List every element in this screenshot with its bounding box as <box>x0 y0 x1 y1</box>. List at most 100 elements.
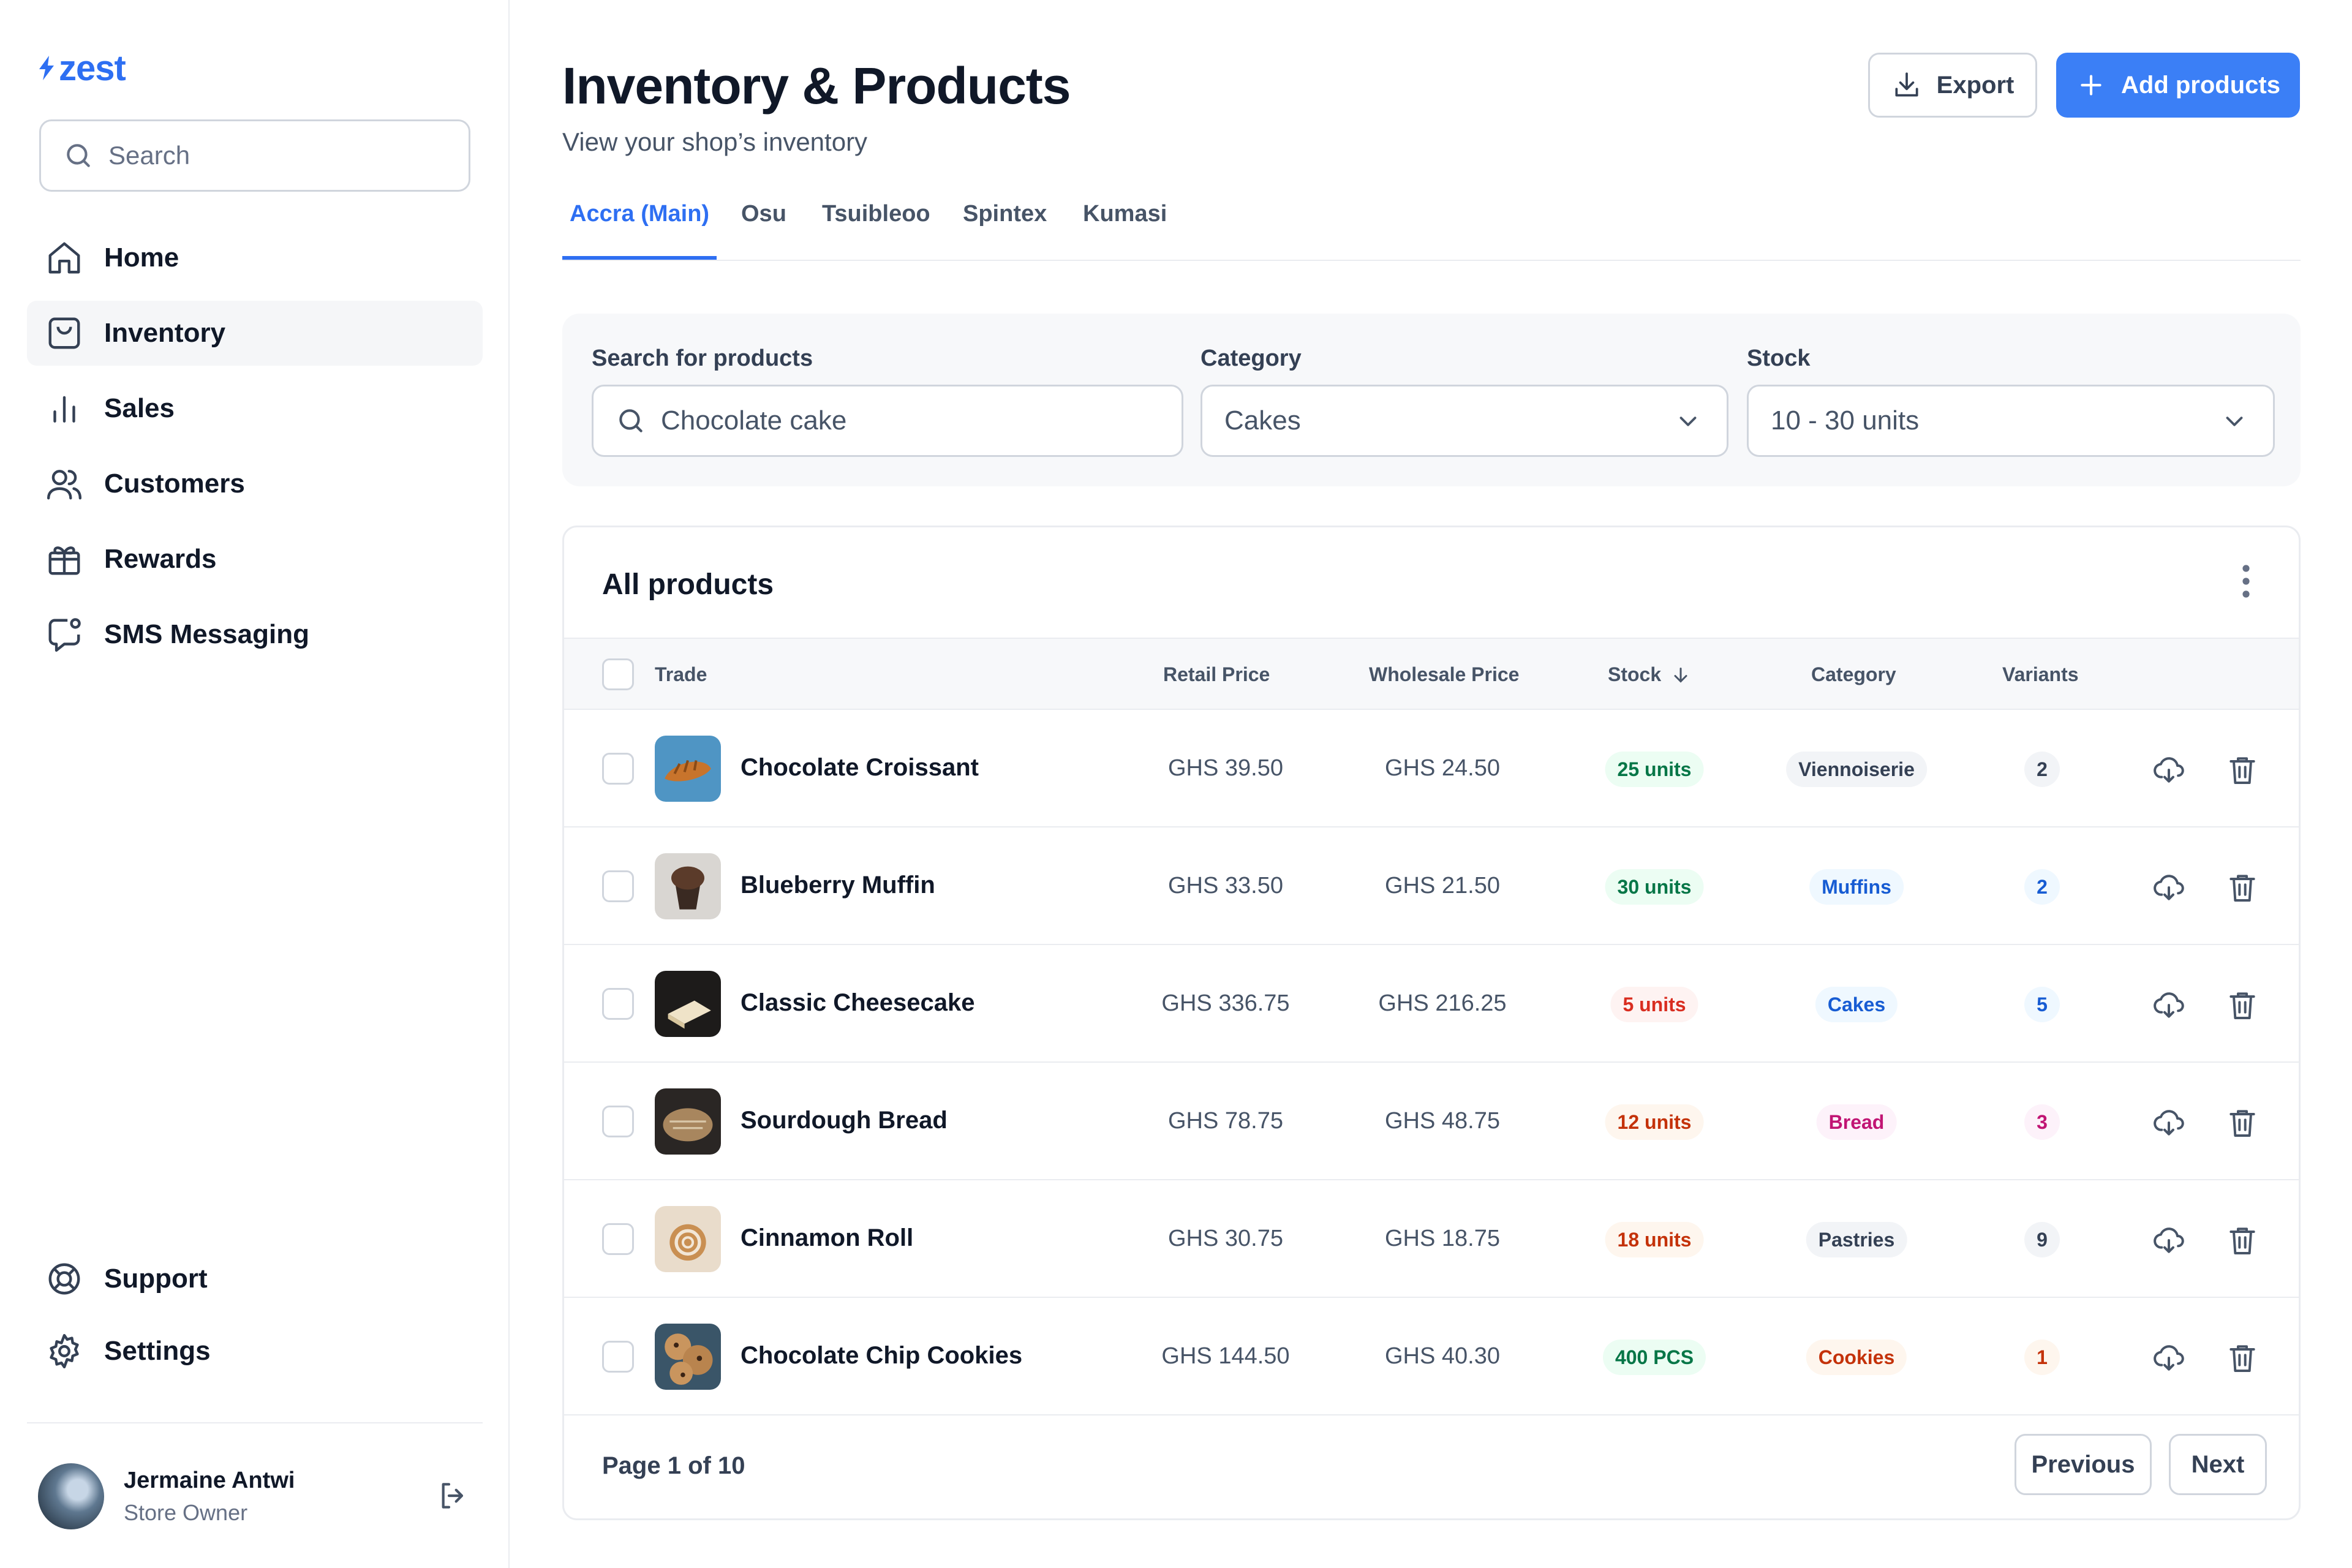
trash-icon[interactable] <box>2225 1106 2260 1140</box>
variants-badge: 2 <box>2024 869 2060 905</box>
column-stock[interactable]: Stock <box>1608 663 1692 686</box>
table-row[interactable]: Classic Cheesecake GHS 336.75 GHS 216.25 5 … <box>564 945 2299 1063</box>
wholesale-price: GHS 21.50 <box>1385 873 1500 899</box>
row-checkbox[interactable] <box>602 870 634 902</box>
download-icon <box>1895 72 1918 97</box>
product-name: Chocolate Croissant <box>741 754 979 781</box>
product-name: Blueberry Muffin <box>741 872 935 899</box>
category-badge: Cakes <box>1815 987 1898 1022</box>
category-badge: Cookies <box>1806 1340 1907 1375</box>
add-products-button[interactable]: Add products <box>2056 53 2300 118</box>
tab-tsuibleoo[interactable]: Tsuibleoo <box>822 201 930 227</box>
download-cloud-icon[interactable] <box>2152 1341 2186 1375</box>
stock-select[interactable]: 10 - 30 units <box>1747 385 2275 457</box>
sidebar-search-input[interactable]: Search <box>39 119 470 192</box>
download-cloud-icon[interactable] <box>2152 1223 2186 1257</box>
sidebar-bottom-nav: Support Settings <box>27 1246 483 1391</box>
search-products-input[interactable]: Chocolate cake <box>592 385 1183 457</box>
download-cloud-icon[interactable] <box>2152 1106 2186 1140</box>
category-select[interactable]: Cakes <box>1200 385 1728 457</box>
row-checkbox[interactable] <box>602 1223 634 1255</box>
row-checkbox[interactable] <box>602 1341 634 1373</box>
row-checkbox[interactable] <box>602 1106 634 1137</box>
product-thumbnail <box>655 853 721 919</box>
product-thumbnail <box>655 971 721 1037</box>
stock-badge: 12 units <box>1605 1104 1704 1140</box>
sidebar-item-sales[interactable]: Sales <box>27 376 483 441</box>
next-button[interactable]: Next <box>2169 1434 2267 1495</box>
chevron-down-icon <box>2226 417 2243 426</box>
previous-button[interactable]: Previous <box>2015 1434 2152 1495</box>
avatar[interactable] <box>38 1463 104 1529</box>
row-checkbox[interactable] <box>602 753 634 785</box>
product-thumbnail <box>655 1088 721 1155</box>
stock-badge: 5 units <box>1610 987 1698 1022</box>
search-icon <box>67 144 90 167</box>
products-card: All products Trade Retail Price Wholesal… <box>562 526 2301 1520</box>
retail-price: GHS 33.50 <box>1168 873 1283 899</box>
category-badge: Muffins <box>1809 869 1904 905</box>
download-cloud-icon[interactable] <box>2152 988 2186 1022</box>
sidebar-item-settings[interactable]: Settings <box>27 1319 483 1384</box>
stock-label: Stock <box>1747 345 1811 371</box>
add-products-label: Add products <box>2121 71 2280 99</box>
logout-icon[interactable] <box>436 1479 470 1513</box>
home-icon <box>48 242 80 274</box>
page-subtitle: View your shop’s inventory <box>562 127 868 156</box>
trash-icon[interactable] <box>2225 1223 2260 1257</box>
table-row[interactable]: Chocolate Chip Cookies GHS 144.50 GHS 40.3… <box>564 1298 2299 1415</box>
stock-value: 10 - 30 units <box>1771 405 1920 435</box>
logo[interactable]: zest <box>38 47 126 89</box>
card-title: All products <box>602 568 774 601</box>
sidebar-item-label: Support <box>104 1264 208 1294</box>
sidebar-item-home[interactable]: Home <box>27 225 483 290</box>
wholesale-price: GHS 24.50 <box>1385 755 1500 781</box>
table-row[interactable]: Blueberry Muffin GHS 33.50 GHS 21.50 30 uni… <box>564 827 2299 945</box>
wholesale-price: GHS 48.75 <box>1385 1108 1500 1134</box>
sidebar-item-inventory[interactable]: Inventory <box>27 301 483 366</box>
download-cloud-icon[interactable] <box>2152 753 2186 787</box>
user-profile: Jermaine Antwi Store Owner <box>38 1463 479 1530</box>
sidebar-item-support[interactable]: Support <box>27 1246 483 1311</box>
stock-badge: 400 PCS <box>1602 1340 1706 1375</box>
tab-accra-main[interactable]: Accra (Main) <box>562 201 717 260</box>
column-category: Category <box>1811 663 1896 685</box>
select-all-checkbox[interactable] <box>602 658 634 690</box>
stock-badge: 25 units <box>1605 752 1704 787</box>
trash-icon[interactable] <box>2225 1341 2260 1375</box>
location-tabs: Accra (Main) Osu Tsuibleoo Spintex Kumas… <box>562 190 2301 261</box>
message-icon <box>48 618 81 652</box>
download-cloud-icon[interactable] <box>2152 870 2186 905</box>
sidebar-nav: Home Inventory Sales Customers Rewards S… <box>27 225 483 677</box>
column-retail-price: Retail Price <box>1163 663 1270 685</box>
row-checkbox[interactable] <box>602 988 634 1020</box>
sidebar-item-sms-messaging[interactable]: SMS Messaging <box>27 602 483 667</box>
gear-icon <box>50 1333 79 1369</box>
sidebar-item-label: Rewards <box>104 544 217 574</box>
lifebuoy-icon <box>48 1263 80 1295</box>
tab-kumasi[interactable]: Kumasi <box>1083 201 1167 227</box>
retail-price: GHS 39.50 <box>1168 755 1283 781</box>
product-name: Chocolate Chip Cookies <box>741 1342 1023 1369</box>
trash-icon[interactable] <box>2225 870 2260 905</box>
filters-panel: Search for products Chocolate cake Categ… <box>562 314 2301 486</box>
trash-icon[interactable] <box>2225 753 2260 787</box>
wholesale-price: GHS 40.30 <box>1385 1343 1500 1369</box>
export-button[interactable]: Export <box>1868 53 2037 118</box>
column-variants: Variants <box>2002 663 2079 685</box>
sidebar: zest Search Home Inventory Sales Custome… <box>0 0 510 1568</box>
retail-price: GHS 336.75 <box>1161 990 1290 1016</box>
sidebar-item-label: Settings <box>104 1336 211 1366</box>
tab-osu[interactable]: Osu <box>741 201 786 227</box>
trash-icon[interactable] <box>2225 988 2260 1022</box>
table-row[interactable]: Chocolate Croissant GHS 39.50 GHS 24.50 25 … <box>564 710 2299 827</box>
tab-spintex[interactable]: Spintex <box>963 201 1047 227</box>
table-row[interactable]: Cinnamon Roll GHS 30.75 GHS 18.75 18 units P… <box>564 1180 2299 1298</box>
variants-badge: 3 <box>2024 1104 2060 1140</box>
more-options-icon[interactable] <box>2240 564 2252 598</box>
sidebar-item-customers[interactable]: Customers <box>27 451 483 516</box>
gift-icon <box>48 546 80 575</box>
sidebar-item-rewards[interactable]: Rewards <box>27 527 483 592</box>
table-row[interactable]: Sourdough Bread GHS 78.75 GHS 48.75 12 unit… <box>564 1063 2299 1180</box>
search-products-label: Search for products <box>592 345 813 371</box>
